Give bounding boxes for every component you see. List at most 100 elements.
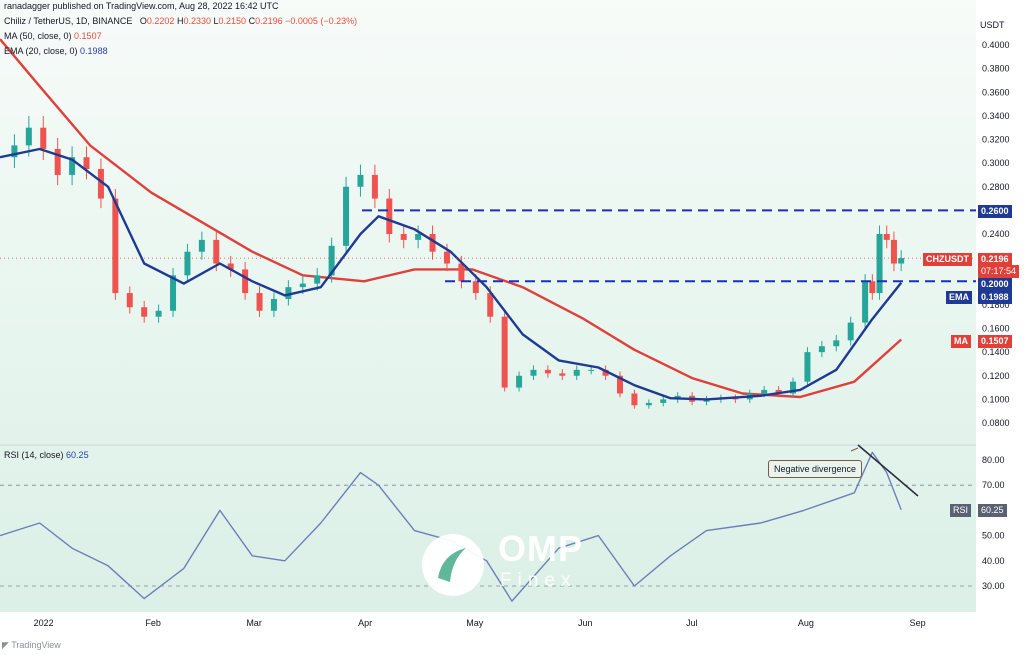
tag-ma-name: MA bbox=[951, 335, 971, 348]
ema-polyline bbox=[0, 147, 903, 401]
ma-legend-value: 0.1507 bbox=[74, 31, 102, 41]
rsi-tick-label: 40.00 bbox=[982, 556, 1005, 566]
tag-rsi-name: RSI bbox=[950, 504, 972, 517]
ma-legend[interactable]: MA (50, close, 0) 0.1507 bbox=[4, 31, 102, 41]
candle-body bbox=[357, 174, 364, 187]
candle-body bbox=[11, 145, 18, 158]
candle-body bbox=[833, 340, 840, 347]
publisher-line: ranadagger published on TradingView.com,… bbox=[4, 1, 279, 11]
price-tick-label: 0.0800 bbox=[982, 418, 1010, 428]
ohlc-low-value: 0.2150 bbox=[218, 16, 247, 26]
candle-body bbox=[544, 369, 551, 374]
time-tick-label: Aug bbox=[798, 618, 814, 628]
ma-polyline bbox=[0, 38, 903, 399]
price-tick-label: 0.3200 bbox=[982, 135, 1010, 145]
candle-body bbox=[40, 127, 47, 149]
candle-body bbox=[429, 234, 436, 252]
candle-body bbox=[602, 369, 609, 376]
symbol-header: Chiliz / TetherUS, 1D, BINANCE O0.2202 H… bbox=[4, 16, 357, 26]
candle-body bbox=[501, 316, 508, 388]
price-change: −0.0005 (−0.23%) bbox=[285, 16, 358, 26]
price-tick-label: 0.1200 bbox=[982, 371, 1010, 381]
candle-body bbox=[256, 293, 263, 311]
tag-symbol: CHZUSDT bbox=[923, 253, 972, 266]
candle-body bbox=[198, 239, 205, 252]
price-tick-label: 0.4000 bbox=[982, 40, 1010, 50]
time-axis-background bbox=[0, 612, 976, 655]
candle-body bbox=[775, 389, 782, 394]
price-tick-label: 0.1400 bbox=[982, 347, 1010, 357]
omp-logo-icon bbox=[422, 534, 484, 596]
ohlc-high-value: 0.2330 bbox=[183, 16, 211, 26]
candle-body bbox=[487, 293, 494, 317]
price-tick-label: 0.3800 bbox=[982, 64, 1010, 74]
candle-body bbox=[443, 251, 450, 264]
candle-body bbox=[761, 389, 768, 394]
tag-ema-name: EMA bbox=[946, 291, 972, 304]
candle-body bbox=[415, 234, 422, 240]
rsi-tick-label: 50.00 bbox=[982, 531, 1005, 541]
time-tick-label: May bbox=[466, 618, 484, 628]
candle-body bbox=[559, 373, 566, 376]
ohlc-close-value: 0.2196 bbox=[255, 16, 283, 26]
price-axis-unit: USDT bbox=[980, 20, 1005, 30]
divergence-trendline-price bbox=[850, 447, 859, 452]
ohlc-high-label: H bbox=[176, 16, 184, 26]
divergence-trendline bbox=[857, 444, 919, 497]
ohlc-open-label: O bbox=[139, 16, 147, 26]
candle-body bbox=[790, 381, 797, 394]
ohlc-close-label: C bbox=[248, 16, 256, 26]
candle-body bbox=[818, 346, 825, 353]
candle-body bbox=[869, 281, 876, 294]
price-tick-label: 0.3400 bbox=[982, 111, 1010, 121]
rsi-tick-label: 30.00 bbox=[982, 581, 1005, 591]
candle-body bbox=[112, 198, 119, 294]
candlestick-series bbox=[11, 115, 905, 409]
tag-last-price: 0.2196 bbox=[978, 253, 1012, 266]
candle-body bbox=[184, 251, 191, 276]
candle-body bbox=[400, 234, 407, 240]
price-tick-label: 0.1600 bbox=[982, 324, 1010, 334]
candle-body bbox=[890, 239, 897, 264]
candle-body bbox=[69, 157, 76, 175]
candle-body bbox=[847, 322, 854, 341]
ohlc-low-label: L bbox=[213, 16, 219, 26]
ema-line bbox=[0, 147, 903, 401]
candle-body bbox=[645, 402, 652, 406]
candle-body bbox=[54, 148, 61, 175]
time-tick-label: Mar bbox=[246, 618, 262, 628]
omp-finex-watermark: OMP Finex bbox=[418, 528, 618, 600]
candle-body bbox=[343, 186, 350, 246]
time-tick-label: Jun bbox=[578, 618, 593, 628]
candle-body bbox=[299, 283, 306, 288]
watermark-brand: OMP bbox=[498, 528, 584, 569]
horizontal-levels bbox=[0, 209, 976, 283]
tag-rsi-value: 60.25 bbox=[978, 504, 1007, 517]
symbol-title: Chiliz / TetherUS, 1D, BINANCE bbox=[4, 16, 133, 26]
tag-level-high: 0.2600 bbox=[978, 205, 1012, 218]
candle-body bbox=[458, 263, 465, 282]
price-tick-label: 0.1800 bbox=[982, 300, 1010, 310]
candle-body bbox=[242, 269, 249, 294]
tradingview-label: TradingView bbox=[11, 640, 61, 650]
candle-body bbox=[472, 281, 479, 294]
divergence-annotation[interactable]: Negative divergence bbox=[768, 460, 863, 478]
rsi-legend-label: RSI (14, close) bbox=[4, 450, 64, 460]
candle-body bbox=[126, 293, 133, 308]
candle-body bbox=[876, 234, 883, 294]
candle-body bbox=[270, 298, 277, 311]
tradingview-logo[interactable]: ◤ TradingView bbox=[2, 640, 61, 651]
time-tick-label: Feb bbox=[145, 618, 161, 628]
ema-legend[interactable]: EMA (20, close, 0) 0.1988 bbox=[4, 46, 108, 56]
time-axis[interactable]: 2022 Feb Mar Apr May Jun Jul Aug Sep bbox=[34, 618, 926, 628]
candle-body bbox=[314, 275, 321, 284]
time-tick-label: Sep bbox=[910, 618, 926, 628]
rsi-legend-value: 60.25 bbox=[66, 450, 89, 460]
price-tick-label: 0.2800 bbox=[982, 182, 1010, 192]
rsi-tick-label: 70.00 bbox=[982, 480, 1005, 490]
rsi-legend[interactable]: RSI (14, close) 60.25 bbox=[4, 450, 89, 460]
candle-body bbox=[213, 239, 220, 264]
ohlc-open-value: 0.2202 bbox=[146, 16, 175, 26]
